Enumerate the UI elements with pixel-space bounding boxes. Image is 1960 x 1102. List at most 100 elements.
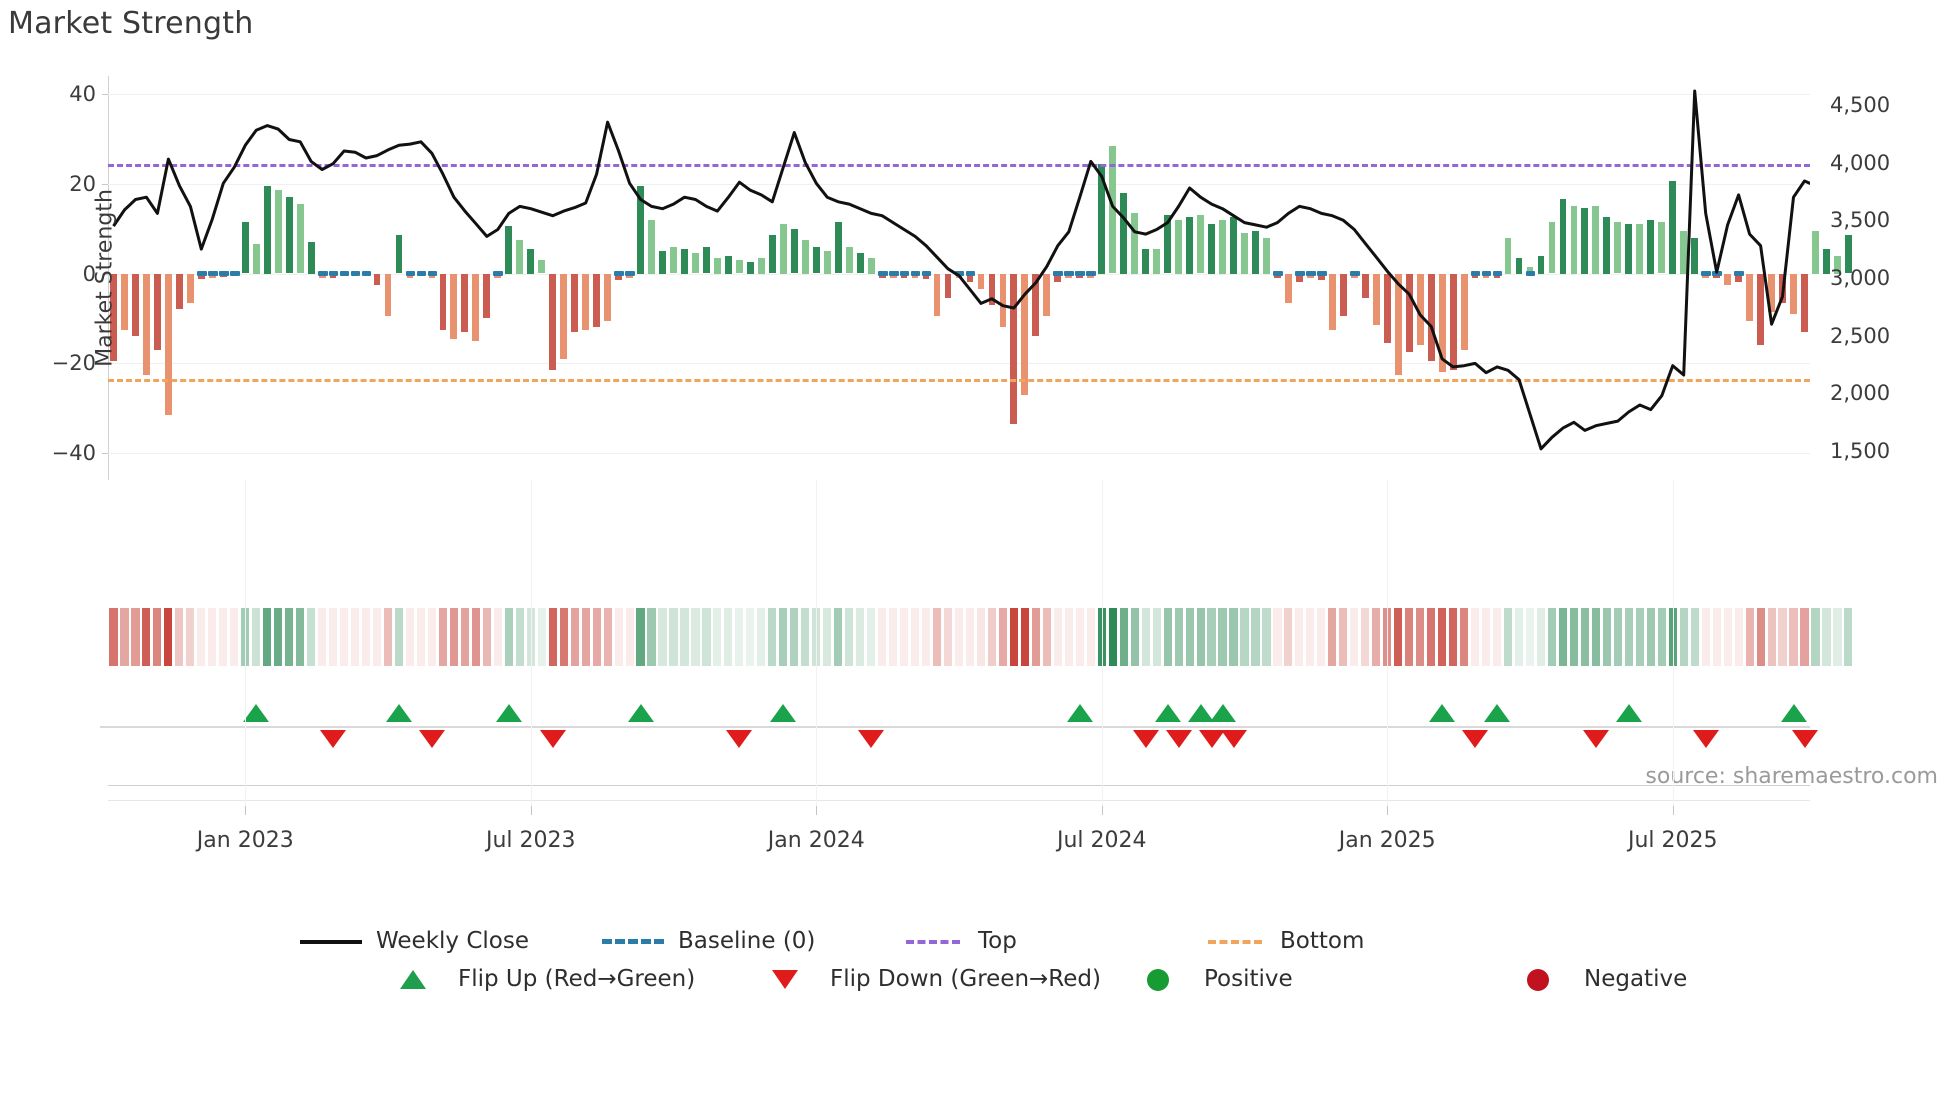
strength-bar	[186, 273, 194, 303]
heatmap-cell	[570, 608, 579, 666]
strength-bar	[1416, 273, 1424, 346]
heatmap-cell	[142, 608, 151, 666]
green-dot-icon	[1128, 968, 1190, 991]
heatmap-cell	[1591, 608, 1600, 666]
heatmap-cell	[1602, 608, 1611, 666]
heatmap-cell	[307, 608, 316, 666]
strength-bar	[1834, 255, 1841, 274]
heatmap-cell	[1778, 608, 1787, 666]
strength-bar	[648, 219, 655, 274]
x-axis: Jan 2023 Jul 2023 Jan 2024 Jul 2024 Jan 2025…	[108, 806, 1810, 866]
x-axis-tick-mark	[1387, 806, 1389, 815]
legend-item-weekly-close[interactable]: Weekly Close	[300, 928, 529, 954]
strength-bar	[1570, 206, 1578, 274]
strength-bar	[1186, 217, 1193, 274]
heatmap-cell	[1701, 608, 1710, 666]
heatmap-cell	[427, 608, 436, 666]
heatmap-cell	[823, 608, 832, 666]
heatmap-cell	[1416, 608, 1425, 666]
heatmap-cell	[131, 608, 140, 666]
flip-up-marker	[1780, 704, 1807, 722]
strength-bar	[1779, 273, 1786, 303]
heatmap-cell	[1163, 608, 1172, 666]
heatmap-cell	[1679, 608, 1688, 666]
strength-bar	[757, 257, 765, 274]
y-axis-tick-mark	[102, 183, 108, 185]
y-axis-left-title: Market Strength	[92, 189, 118, 367]
y-axis-left-tick-label: 20	[69, 171, 96, 196]
heatmap-cell	[614, 608, 623, 666]
heatmap-cell	[1240, 608, 1249, 666]
y-axis-left-tick-label: 40	[69, 81, 96, 106]
legend-item-bottom[interactable]: Bottom	[1204, 928, 1364, 954]
strength-bar	[1460, 273, 1468, 350]
strength-bar	[1175, 219, 1182, 274]
bottom-rule	[108, 785, 1810, 786]
heatmap-cell	[537, 608, 546, 666]
legend-item-baseline[interactable]: Baseline (0)	[602, 928, 815, 954]
heatmap-cell	[625, 608, 634, 666]
heatmap-cell	[900, 608, 909, 666]
heatmap-cell	[1251, 608, 1260, 666]
strength-bar	[1219, 219, 1226, 274]
heatmap-cell	[1822, 608, 1831, 666]
strength-bar	[703, 246, 710, 274]
x-axis-tick-label: Jul 2023	[485, 828, 576, 853]
baseline-segment	[1492, 270, 1503, 276]
baseline-segment	[888, 270, 899, 276]
legend-item-flip-up[interactable]: Flip Up (Red→Green)	[382, 966, 695, 992]
y-axis-right-tick-label: 2,500	[1830, 323, 1891, 348]
heatmap-cell	[1723, 608, 1732, 666]
flip-down-marker	[1198, 730, 1225, 748]
flip-up-marker	[1429, 704, 1456, 722]
heatmap-cell	[394, 608, 404, 666]
strength-bar	[659, 251, 666, 274]
baseline-segment	[899, 270, 910, 276]
strength-bar	[999, 273, 1007, 328]
strength-bar	[1131, 212, 1139, 274]
baseline-segment	[328, 270, 339, 276]
legend-item-top[interactable]: Top	[902, 928, 1017, 954]
red-dot-icon	[1508, 968, 1570, 991]
heatmap-cell	[1492, 608, 1502, 666]
heatmap-cell	[921, 608, 931, 666]
strength-bar	[154, 273, 161, 350]
baseline-segment	[1305, 270, 1316, 276]
flip-down-marker	[1791, 730, 1818, 748]
heatmap-cell	[724, 608, 733, 666]
strength-bar	[505, 226, 513, 274]
heatmap-cell	[1482, 608, 1491, 666]
bottom-rule-secondary	[108, 800, 1810, 801]
y-axis-tick-mark	[102, 453, 108, 455]
heatmap-cell	[1613, 608, 1622, 666]
source-credit: source: sharemaestro.com	[1645, 764, 1938, 789]
legend-item-positive[interactable]: Positive	[1128, 966, 1293, 992]
legend-item-negative[interactable]: Negative	[1508, 966, 1687, 992]
heatmap-cell	[548, 608, 557, 666]
flip-down-marker	[539, 730, 566, 748]
y-axis-right-tick-label: 3,000	[1830, 266, 1891, 290]
strength-bar	[1098, 163, 1106, 274]
heatmap-cell	[1152, 608, 1161, 666]
strength-bar	[1164, 215, 1172, 274]
heatmap-cell	[1372, 608, 1381, 666]
legend-label: Negative	[1584, 966, 1688, 992]
strength-bar	[1581, 208, 1589, 274]
strength-bar	[252, 244, 260, 274]
heatmap-cell	[1833, 608, 1842, 666]
baseline-segment	[207, 270, 218, 276]
heatmap-cell	[1460, 608, 1469, 666]
bars-layer	[108, 76, 1852, 480]
legend-item-flip-down[interactable]: Flip Down (Green→Red)	[754, 966, 1101, 992]
heatmap-cell	[383, 608, 393, 666]
strength-bar	[834, 221, 842, 274]
strength-bar	[692, 253, 699, 274]
strength-bar	[1845, 235, 1852, 274]
heatmap-cell	[340, 608, 349, 666]
strength-bar	[274, 190, 282, 274]
heatmap-cell	[1262, 608, 1271, 666]
heatmap-cell	[581, 608, 590, 666]
strength-bar	[1636, 224, 1644, 274]
heatmap-cell	[746, 608, 755, 666]
x-gridline	[816, 480, 818, 806]
